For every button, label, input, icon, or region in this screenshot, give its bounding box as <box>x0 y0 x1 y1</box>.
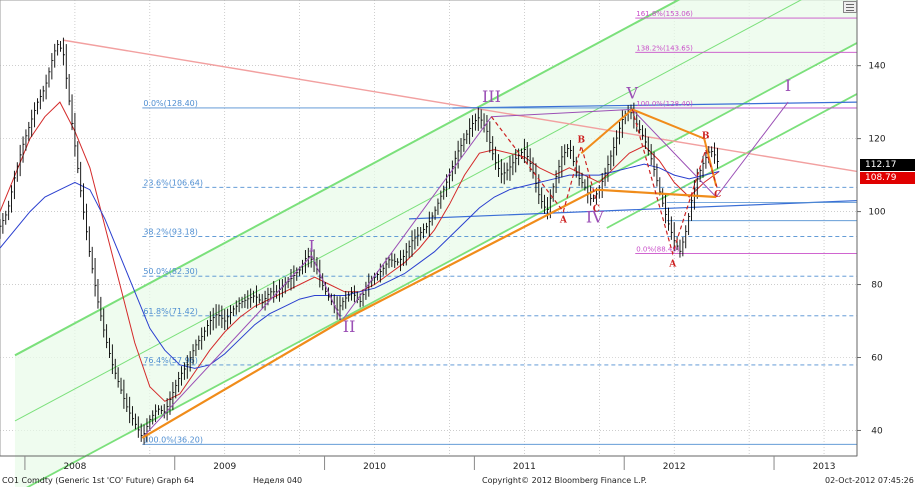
y-tick-label: 120 <box>868 135 885 145</box>
blue-support-line <box>408 200 858 220</box>
fib-label: 23.6%(106.64) <box>143 178 203 187</box>
moving-averages <box>0 101 720 402</box>
x-tick-label: 2010 <box>363 462 386 472</box>
footer-timestamp: 02-Oct-2012 07:45:26 <box>825 476 914 485</box>
fib-label: 0.0%(128.40) <box>143 99 198 108</box>
impulse-wave-line <box>141 108 717 439</box>
wave-label: V <box>625 83 638 102</box>
fib-label: 61.8%(71.42) <box>143 307 198 316</box>
y-tick-label: 60 <box>871 354 883 364</box>
trend-channel <box>14 0 858 487</box>
pink-trendline <box>62 39 858 173</box>
y-tick-label: 40 <box>871 426 883 436</box>
y-tick-label: 140 <box>868 62 885 72</box>
wave-label: IV <box>586 208 604 227</box>
wave-label: C <box>593 205 600 215</box>
projected-wave-line <box>715 101 789 198</box>
footer-copyright: Copyright© 2012 Bloomberg Finance L.P. <box>482 476 647 485</box>
current-price-badge: 112.17 <box>860 159 915 171</box>
footer-period: Неделя 040 <box>253 476 303 485</box>
wave-label: I <box>308 237 314 256</box>
wave-label: B <box>702 132 710 142</box>
chart-footer: CO1 Comdty (Generic 1st 'CO' Future) Gra… <box>0 476 915 487</box>
wave-label: A <box>559 216 568 226</box>
channel-fill <box>14 0 857 487</box>
price-bars <box>0 37 720 445</box>
fib-label: 50.0%(82.30) <box>143 267 198 276</box>
ext-label: 0.0%(88.49) <box>636 246 680 254</box>
fib-levels: 0.0%(128.40) 23.6%(106.64) 38.2%(93.18) 50.… <box>142 10 857 445</box>
axes: 40 60 80 100 120 140 2008 2009 2010 2011 2012 2013 <box>0 0 886 472</box>
second-price-badge: 108.79 <box>860 172 915 184</box>
channel-line <box>14 0 802 422</box>
x-tick-label: 2008 <box>63 462 86 472</box>
wave-label: C <box>714 190 721 200</box>
ext-label: 138.2%(143.65) <box>636 44 693 52</box>
wave-lines <box>141 101 789 439</box>
wave-label: II <box>343 317 356 336</box>
y-tick-label: 80 <box>871 281 883 291</box>
abc-wave-2 <box>631 109 719 256</box>
y-tick-label: 100 <box>868 208 885 218</box>
blue-top-line <box>452 101 858 109</box>
x-tick-label: 2009 <box>213 462 236 472</box>
fib-label: 38.2%(93.18) <box>143 227 198 236</box>
wave-label: III <box>482 87 501 106</box>
ma-blue-line <box>0 163 720 369</box>
x-tick-label: 2011 <box>513 462 536 472</box>
wave-label: I <box>785 76 791 95</box>
abc-wave-1 <box>490 116 597 213</box>
ext-label: 100.0%(128.40) <box>636 100 693 108</box>
x-tick-label: 2012 <box>663 462 686 472</box>
settings-icon[interactable] <box>843 1 857 13</box>
wave-label: A <box>668 259 677 269</box>
ext-label: 161.8%(153.06) <box>636 10 693 18</box>
wave-label: B <box>578 135 586 145</box>
footer-security: CO1 Comdty (Generic 1st 'CO' Future) Gra… <box>2 476 195 485</box>
channel-line <box>14 0 681 357</box>
channel-band <box>14 0 857 487</box>
orange-upper-line <box>580 108 718 187</box>
fib-label: 76.4%(57.96) <box>143 356 198 365</box>
fib-label: 100.0%(36.20) <box>143 435 203 444</box>
channel-line <box>606 93 858 229</box>
x-tick-label: 2013 <box>813 462 836 472</box>
